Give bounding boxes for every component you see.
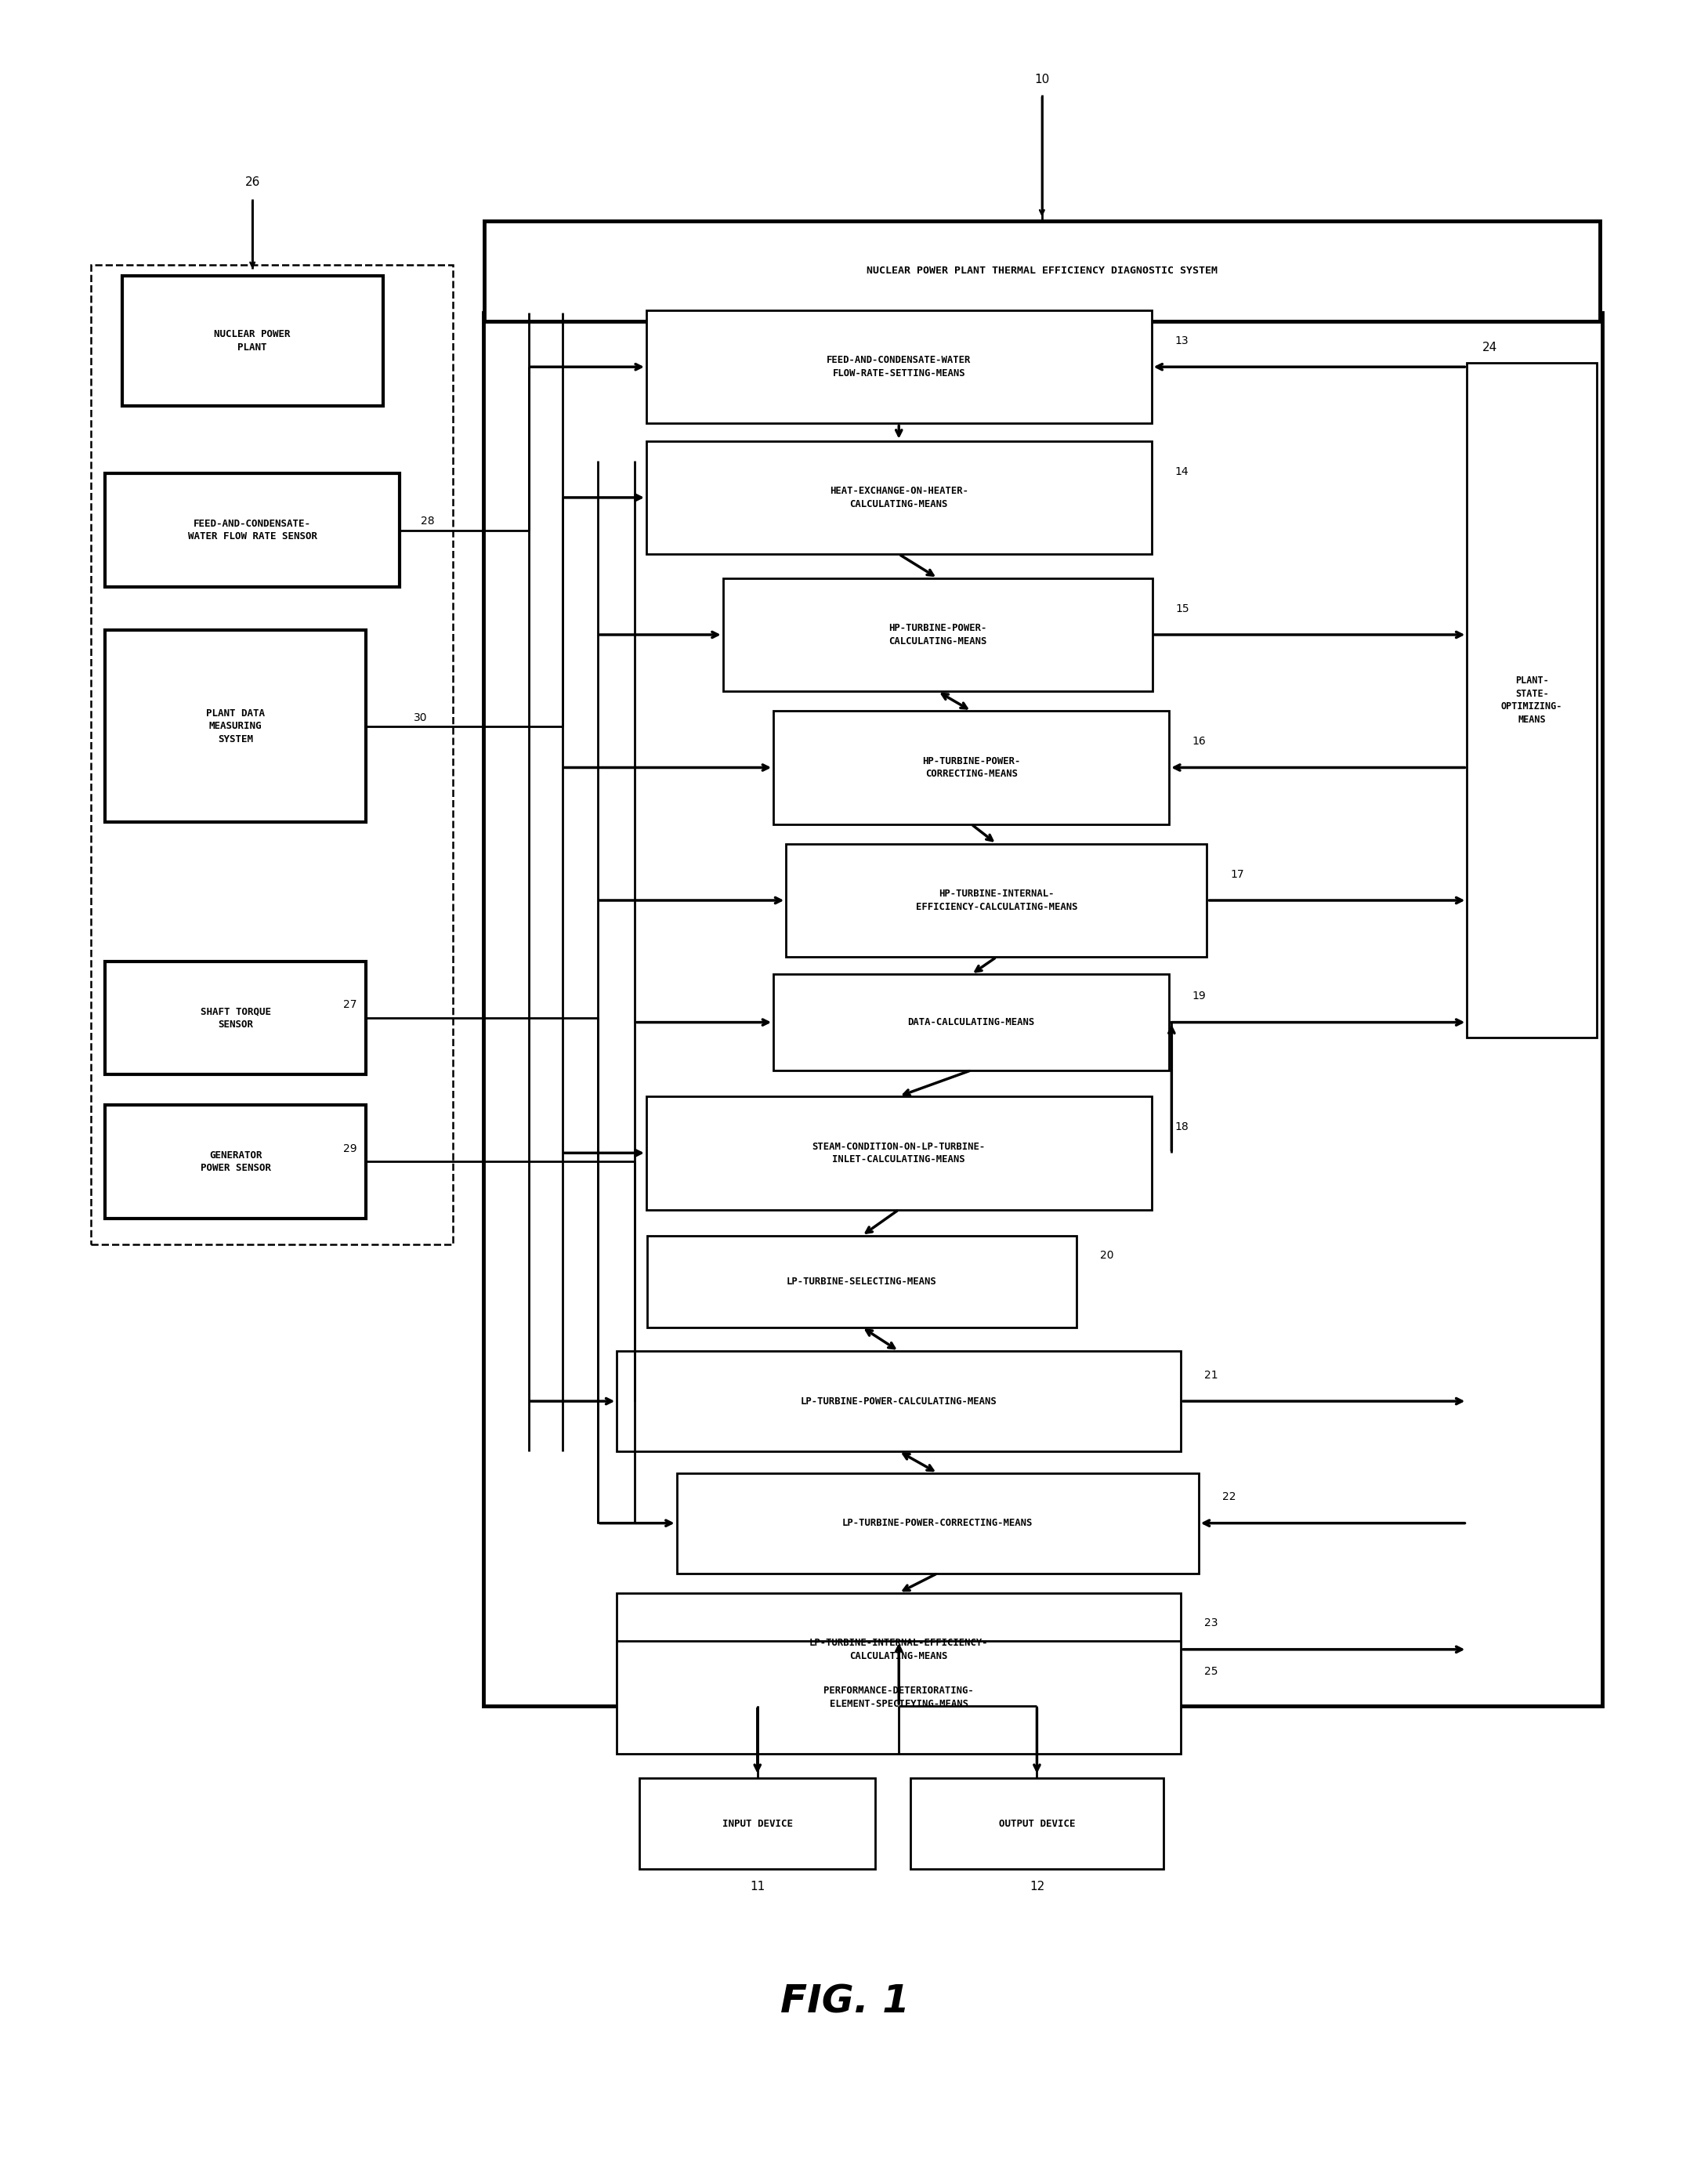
Text: 19: 19 bbox=[1193, 992, 1207, 1002]
Text: 26: 26 bbox=[245, 177, 260, 188]
Text: FEED-AND-CONDENSATE-WATER
FLOW-RATE-SETTING-MEANS: FEED-AND-CONDENSATE-WATER FLOW-RATE-SETT… bbox=[826, 356, 972, 378]
Bar bbox=[646, 441, 1151, 555]
Text: 20: 20 bbox=[1100, 1249, 1114, 1260]
Bar bbox=[646, 310, 1151, 424]
Text: GENERATOR
POWER SENSOR: GENERATOR POWER SENSOR bbox=[201, 1151, 270, 1173]
Bar bbox=[646, 1096, 1151, 1210]
Bar bbox=[91, 264, 453, 1245]
Bar bbox=[122, 275, 384, 406]
Text: 22: 22 bbox=[1222, 1492, 1235, 1503]
Text: PLANT-
STATE-
OPTIMIZING-
MEANS: PLANT- STATE- OPTIMIZING- MEANS bbox=[1501, 675, 1563, 725]
Bar bbox=[617, 1592, 1181, 1706]
Text: 16: 16 bbox=[1193, 736, 1207, 747]
Text: HP-TURBINE-POWER-
CORRECTING-MEANS: HP-TURBINE-POWER- CORRECTING-MEANS bbox=[923, 756, 1021, 780]
Bar bbox=[647, 1236, 1077, 1328]
Text: HEAT-EXCHANGE-ON-HEATER-
CALCULATING-MEANS: HEAT-EXCHANGE-ON-HEATER- CALCULATING-MEA… bbox=[830, 487, 968, 509]
Text: 11: 11 bbox=[750, 1880, 766, 1894]
Bar bbox=[774, 712, 1169, 823]
Bar bbox=[723, 579, 1153, 692]
Text: LP-TURBINE-SELECTING-MEANS: LP-TURBINE-SELECTING-MEANS bbox=[788, 1275, 936, 1286]
Text: INPUT DEVICE: INPUT DEVICE bbox=[722, 1819, 793, 1828]
Text: 13: 13 bbox=[1175, 336, 1188, 347]
Bar bbox=[774, 974, 1169, 1070]
Bar bbox=[1467, 363, 1597, 1037]
Text: PLANT DATA
MEASURING
SYSTEM: PLANT DATA MEASURING SYSTEM bbox=[206, 708, 265, 745]
Text: OUTPUT DEVICE: OUTPUT DEVICE bbox=[999, 1819, 1075, 1828]
Text: DATA-CALCULATING-MEANS: DATA-CALCULATING-MEANS bbox=[908, 1018, 1034, 1026]
Text: LP-TURBINE-POWER-CALCULATING-MEANS: LP-TURBINE-POWER-CALCULATING-MEANS bbox=[801, 1396, 997, 1406]
Bar bbox=[483, 221, 1600, 321]
Text: 17: 17 bbox=[1230, 869, 1244, 880]
Text: 29: 29 bbox=[343, 1142, 357, 1153]
Text: 14: 14 bbox=[1175, 465, 1188, 476]
Text: 23: 23 bbox=[1205, 1618, 1218, 1629]
Bar bbox=[911, 1778, 1163, 1870]
Text: 30: 30 bbox=[414, 712, 428, 723]
Text: LP-TURBINE-INTERNAL-EFFICIENCY-
CALCULATING-MEANS: LP-TURBINE-INTERNAL-EFFICIENCY- CALCULAT… bbox=[810, 1638, 989, 1662]
Text: 25: 25 bbox=[1205, 1666, 1218, 1677]
Text: SHAFT TORQUE
SENSOR: SHAFT TORQUE SENSOR bbox=[201, 1007, 270, 1029]
Text: 21: 21 bbox=[1205, 1369, 1218, 1380]
Text: STEAM-CONDITION-ON-LP-TURBINE-
INLET-CALCULATING-MEANS: STEAM-CONDITION-ON-LP-TURBINE- INLET-CAL… bbox=[813, 1142, 985, 1164]
Text: 15: 15 bbox=[1176, 603, 1190, 614]
Text: NUCLEAR POWER
PLANT: NUCLEAR POWER PLANT bbox=[215, 330, 291, 352]
Bar bbox=[483, 312, 1602, 1706]
Text: PERFORMANCE-DETERIORATING-
ELEMENT-SPECIFYING-MEANS: PERFORMANCE-DETERIORATING- ELEMENT-SPECI… bbox=[823, 1686, 973, 1708]
Bar bbox=[105, 1105, 367, 1219]
Text: 10: 10 bbox=[1034, 74, 1049, 85]
Bar bbox=[676, 1472, 1198, 1572]
Text: FEED-AND-CONDENSATE-
WATER FLOW RATE SENSOR: FEED-AND-CONDENSATE- WATER FLOW RATE SEN… bbox=[188, 518, 318, 542]
Bar bbox=[617, 1352, 1181, 1452]
Bar bbox=[105, 474, 401, 587]
Text: FIG. 1: FIG. 1 bbox=[781, 1983, 909, 2020]
Text: NUCLEAR POWER PLANT THERMAL EFFICIENCY DIAGNOSTIC SYSTEM: NUCLEAR POWER PLANT THERMAL EFFICIENCY D… bbox=[867, 266, 1217, 275]
Text: 12: 12 bbox=[1029, 1880, 1044, 1894]
Bar bbox=[639, 1778, 875, 1870]
Text: 18: 18 bbox=[1175, 1120, 1188, 1131]
Text: 24: 24 bbox=[1482, 341, 1497, 354]
Bar bbox=[786, 843, 1207, 957]
Bar bbox=[105, 631, 367, 821]
Bar bbox=[617, 1640, 1181, 1754]
Text: HP-TURBINE-INTERNAL-
EFFICIENCY-CALCULATING-MEANS: HP-TURBINE-INTERNAL- EFFICIENCY-CALCULAT… bbox=[916, 889, 1078, 913]
Text: 28: 28 bbox=[421, 515, 434, 526]
Bar bbox=[105, 961, 367, 1075]
Text: HP-TURBINE-POWER-
CALCULATING-MEANS: HP-TURBINE-POWER- CALCULATING-MEANS bbox=[889, 622, 987, 646]
Text: LP-TURBINE-POWER-CORRECTING-MEANS: LP-TURBINE-POWER-CORRECTING-MEANS bbox=[842, 1518, 1033, 1529]
Text: 27: 27 bbox=[343, 1000, 357, 1011]
